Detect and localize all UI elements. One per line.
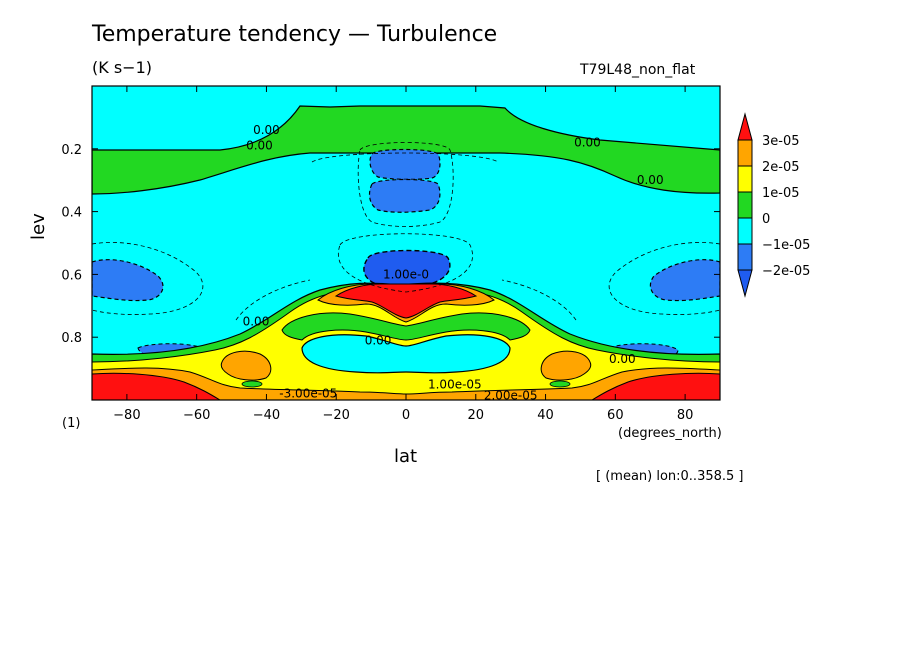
band-negative-1-loop bbox=[301, 334, 511, 374]
band-negative-2-upper bbox=[369, 148, 441, 180]
contour-label: 0.00 bbox=[574, 136, 601, 150]
colorbar-label: −1e-05 bbox=[762, 238, 810, 253]
colorbar-min-triangle bbox=[737, 269, 753, 298]
x-tick-label: 60 bbox=[607, 408, 624, 423]
contour-label: 0.00 bbox=[246, 139, 273, 153]
x-axis-label: lat bbox=[394, 446, 418, 467]
contour-fill bbox=[92, 86, 720, 400]
colorbar-label: 3e-05 bbox=[762, 134, 800, 149]
band-positive-3-bottom bbox=[92, 372, 221, 400]
band-negative-2-mid bbox=[368, 178, 441, 213]
colorbar-label: 2e-05 bbox=[762, 160, 800, 175]
band-positive-3-center bbox=[334, 283, 478, 319]
band-negative-2-right bbox=[649, 259, 720, 302]
band-positive-3-bottom-right bbox=[591, 372, 720, 400]
y-axis-ticks: 0.2 0.4 0.6 0.8 bbox=[61, 143, 720, 346]
band-negative-2-left bbox=[92, 259, 164, 302]
colorbar-label: −2e-05 bbox=[762, 264, 810, 279]
y-axis-units: (1) bbox=[62, 416, 81, 431]
colorbar: 3e-05 2e-05 1e-05 0 −1e-05 −2e-05 bbox=[737, 112, 810, 298]
colorbar-label: 1e-05 bbox=[762, 186, 800, 201]
contour-label: -3.00e-05 bbox=[279, 387, 337, 401]
x-tick-label: 40 bbox=[537, 408, 554, 423]
colorbar-label: 0 bbox=[762, 212, 770, 227]
contour-label: 0.00 bbox=[243, 315, 270, 329]
band-zero-spot-left bbox=[241, 380, 263, 388]
y-tick-label: 0.6 bbox=[61, 268, 82, 283]
x-tick-label: 20 bbox=[468, 408, 485, 423]
contour-label: 1.00e-0 bbox=[383, 267, 429, 281]
colorbar-segment bbox=[737, 139, 753, 167]
negative-contour-lines bbox=[92, 142, 720, 321]
x-tick-label: 80 bbox=[677, 408, 694, 423]
colorbar-segment bbox=[737, 191, 753, 219]
contour-label: 1.00e-05 bbox=[428, 377, 482, 391]
colorbar-segment bbox=[737, 243, 753, 271]
chart-title: Temperature tendency — Turbulence bbox=[92, 22, 498, 47]
y-tick-label: 0.4 bbox=[61, 206, 82, 221]
contour-label: 0.00 bbox=[365, 333, 392, 347]
contour-labels: 0.00 0.00 0.00 0.00 1.00e-0 0.00 0.00 0.00 1.00e… bbox=[243, 123, 664, 402]
band-positive-2-left-lobe bbox=[220, 350, 272, 381]
colorbar-max-triangle bbox=[737, 112, 753, 141]
run-id: T79L48_non_flat bbox=[580, 62, 696, 78]
y-tick-label: 0.2 bbox=[61, 143, 82, 158]
x-axis-ticks: −80 −60 −40 −20 0 20 40 60 80 bbox=[113, 86, 693, 423]
x-tick-label: −60 bbox=[183, 408, 210, 423]
colorbar-segment bbox=[737, 217, 753, 245]
x-tick-label: −20 bbox=[323, 408, 350, 423]
band-zero-inner bbox=[281, 312, 531, 341]
chart-units: (K s−1) bbox=[92, 58, 152, 77]
colorbar-segment bbox=[737, 165, 753, 193]
contour-label: 2.00e-05 bbox=[484, 388, 538, 402]
band-positive-2-right-lobe bbox=[540, 350, 592, 381]
x-axis-units: (degrees_north) bbox=[618, 426, 722, 441]
y-tick-label: 0.8 bbox=[61, 331, 82, 346]
x-tick-label: 0 bbox=[402, 408, 410, 423]
contour-label: 0.00 bbox=[609, 352, 636, 366]
x-tick-label: −80 bbox=[113, 408, 140, 423]
band-zero-spot-right bbox=[549, 380, 571, 388]
averaging-footnote: [ (mean) lon:0..358.5 ] bbox=[596, 469, 744, 484]
contour-label: 0.00 bbox=[637, 173, 664, 187]
band-positive-2-bottom bbox=[92, 367, 720, 400]
x-tick-label: −40 bbox=[253, 408, 280, 423]
contour-label: 0.00 bbox=[253, 123, 280, 137]
